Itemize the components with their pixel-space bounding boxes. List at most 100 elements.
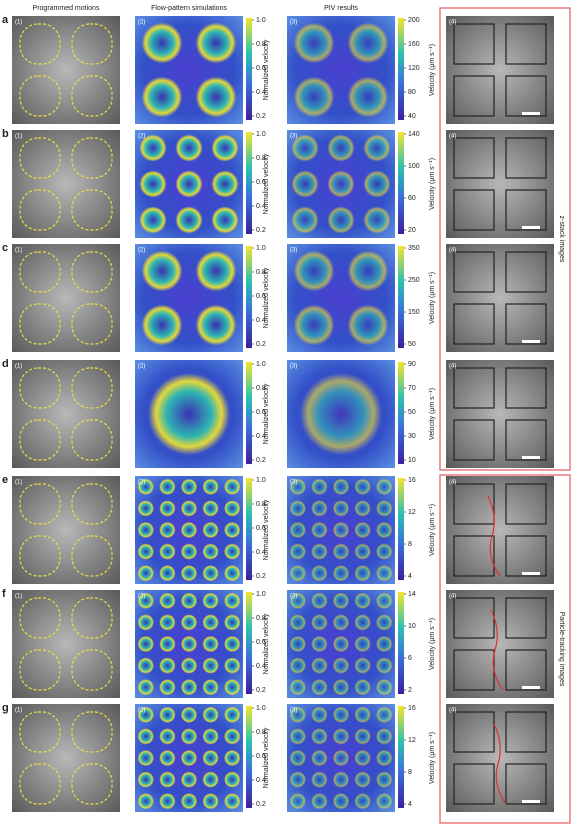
vortex bbox=[332, 706, 350, 724]
vortex bbox=[202, 564, 219, 582]
colorbar-tick-label: 16 bbox=[408, 705, 416, 712]
colorbar-tick-label: 10 bbox=[408, 457, 416, 464]
colorbar-tick-label: 12 bbox=[408, 737, 416, 744]
colorbar-tick-label: 60 bbox=[408, 195, 416, 202]
vortex bbox=[211, 134, 239, 162]
colorbar-tick-label: 0.6 bbox=[256, 179, 266, 186]
image-panel bbox=[12, 360, 120, 468]
electrode bbox=[453, 23, 495, 65]
vortex bbox=[159, 728, 176, 745]
vortex bbox=[139, 134, 167, 162]
vortex bbox=[311, 543, 328, 560]
electrode bbox=[71, 251, 113, 293]
column-header: Programmed motions bbox=[33, 5, 100, 12]
electrode bbox=[71, 535, 113, 577]
panel-label: (3) bbox=[290, 708, 297, 714]
vortex bbox=[332, 749, 350, 767]
vortex bbox=[137, 614, 155, 631]
colorbar bbox=[398, 706, 404, 808]
vortex bbox=[289, 657, 307, 674]
colorbar-tick-label: 40 bbox=[408, 113, 416, 120]
colorbar-tick-label: 50 bbox=[408, 409, 416, 416]
vortex bbox=[289, 635, 307, 653]
panel-label: (4) bbox=[449, 248, 456, 254]
colorbar bbox=[246, 706, 252, 808]
panel-label: (4) bbox=[449, 134, 456, 140]
vortex bbox=[354, 500, 371, 517]
particle-track bbox=[487, 495, 501, 577]
vortex bbox=[354, 678, 371, 696]
electrode bbox=[71, 483, 113, 525]
electrode bbox=[19, 535, 61, 577]
vortex bbox=[311, 771, 328, 788]
vortex bbox=[354, 614, 371, 631]
vortex bbox=[159, 749, 176, 767]
vortex bbox=[332, 678, 350, 696]
vortex bbox=[289, 500, 307, 517]
panel-label: (1) bbox=[15, 708, 22, 714]
vortex bbox=[354, 657, 371, 674]
vortex bbox=[147, 372, 231, 456]
colorbar-tick-label: 0.2 bbox=[256, 113, 266, 120]
vortex bbox=[332, 792, 350, 810]
vortex bbox=[180, 657, 198, 674]
column-header: Flow-pattern simulations bbox=[151, 5, 227, 12]
electrode bbox=[453, 763, 495, 805]
vortex bbox=[159, 500, 176, 517]
colorbar-tick-label: 0.4 bbox=[256, 203, 266, 210]
vortex bbox=[354, 749, 371, 767]
colorbar-label: Velocity (μm s⁻¹) bbox=[429, 504, 436, 556]
vortex bbox=[137, 635, 155, 653]
vortex bbox=[180, 564, 198, 582]
side-label: z-stack images bbox=[558, 216, 565, 263]
electrode bbox=[453, 367, 495, 409]
vortex bbox=[375, 792, 393, 810]
panel-label: (3) bbox=[290, 20, 297, 26]
colorbar-label: Normalized velocity bbox=[263, 39, 270, 100]
colorbar-label: Velocity (μm s⁻¹) bbox=[429, 158, 436, 210]
electrode bbox=[453, 535, 495, 577]
colorbar-tick-label: 0.2 bbox=[256, 457, 266, 464]
colorbar-tick-label: 12 bbox=[408, 509, 416, 516]
vortex bbox=[137, 478, 155, 496]
vortex bbox=[223, 592, 241, 610]
vortex bbox=[332, 521, 350, 539]
panel-label: (3) bbox=[290, 364, 297, 370]
vortex bbox=[347, 76, 389, 118]
vortex bbox=[363, 206, 391, 234]
electrode bbox=[505, 251, 547, 293]
colorbar bbox=[398, 246, 404, 348]
colorbar-tick-label: 1.0 bbox=[256, 245, 266, 252]
colorbar-label: Velocity (μm s⁻¹) bbox=[429, 388, 436, 440]
vortex bbox=[293, 250, 335, 292]
row-letter: d bbox=[2, 358, 9, 370]
vortex bbox=[332, 614, 350, 631]
vortex bbox=[327, 134, 355, 162]
vortex bbox=[375, 543, 393, 560]
vortex bbox=[375, 749, 393, 767]
image-panel bbox=[446, 360, 554, 468]
colorbar-label: Velocity (μm s⁻¹) bbox=[429, 618, 436, 670]
vortex bbox=[180, 706, 198, 724]
panel-label: (3) bbox=[290, 480, 297, 486]
vortex bbox=[293, 22, 335, 64]
electrode bbox=[505, 419, 547, 461]
electrode bbox=[505, 189, 547, 231]
vortex bbox=[347, 250, 389, 292]
colorbar-tick-label: 8 bbox=[408, 541, 412, 548]
scale-bar bbox=[522, 226, 540, 229]
vortex bbox=[293, 304, 335, 346]
vortex bbox=[180, 635, 198, 653]
electrode bbox=[71, 367, 113, 409]
vortex bbox=[332, 500, 350, 517]
electrode bbox=[19, 711, 61, 753]
image-panel bbox=[446, 130, 554, 238]
colorbar-tick-label: 0.8 bbox=[256, 385, 266, 392]
colorbar bbox=[398, 478, 404, 580]
vortex bbox=[141, 250, 183, 292]
vortex bbox=[223, 728, 241, 745]
image-panel bbox=[446, 476, 554, 584]
vortex bbox=[375, 678, 393, 696]
colorbar-tick-label: 0.8 bbox=[256, 729, 266, 736]
vortex bbox=[137, 657, 155, 674]
